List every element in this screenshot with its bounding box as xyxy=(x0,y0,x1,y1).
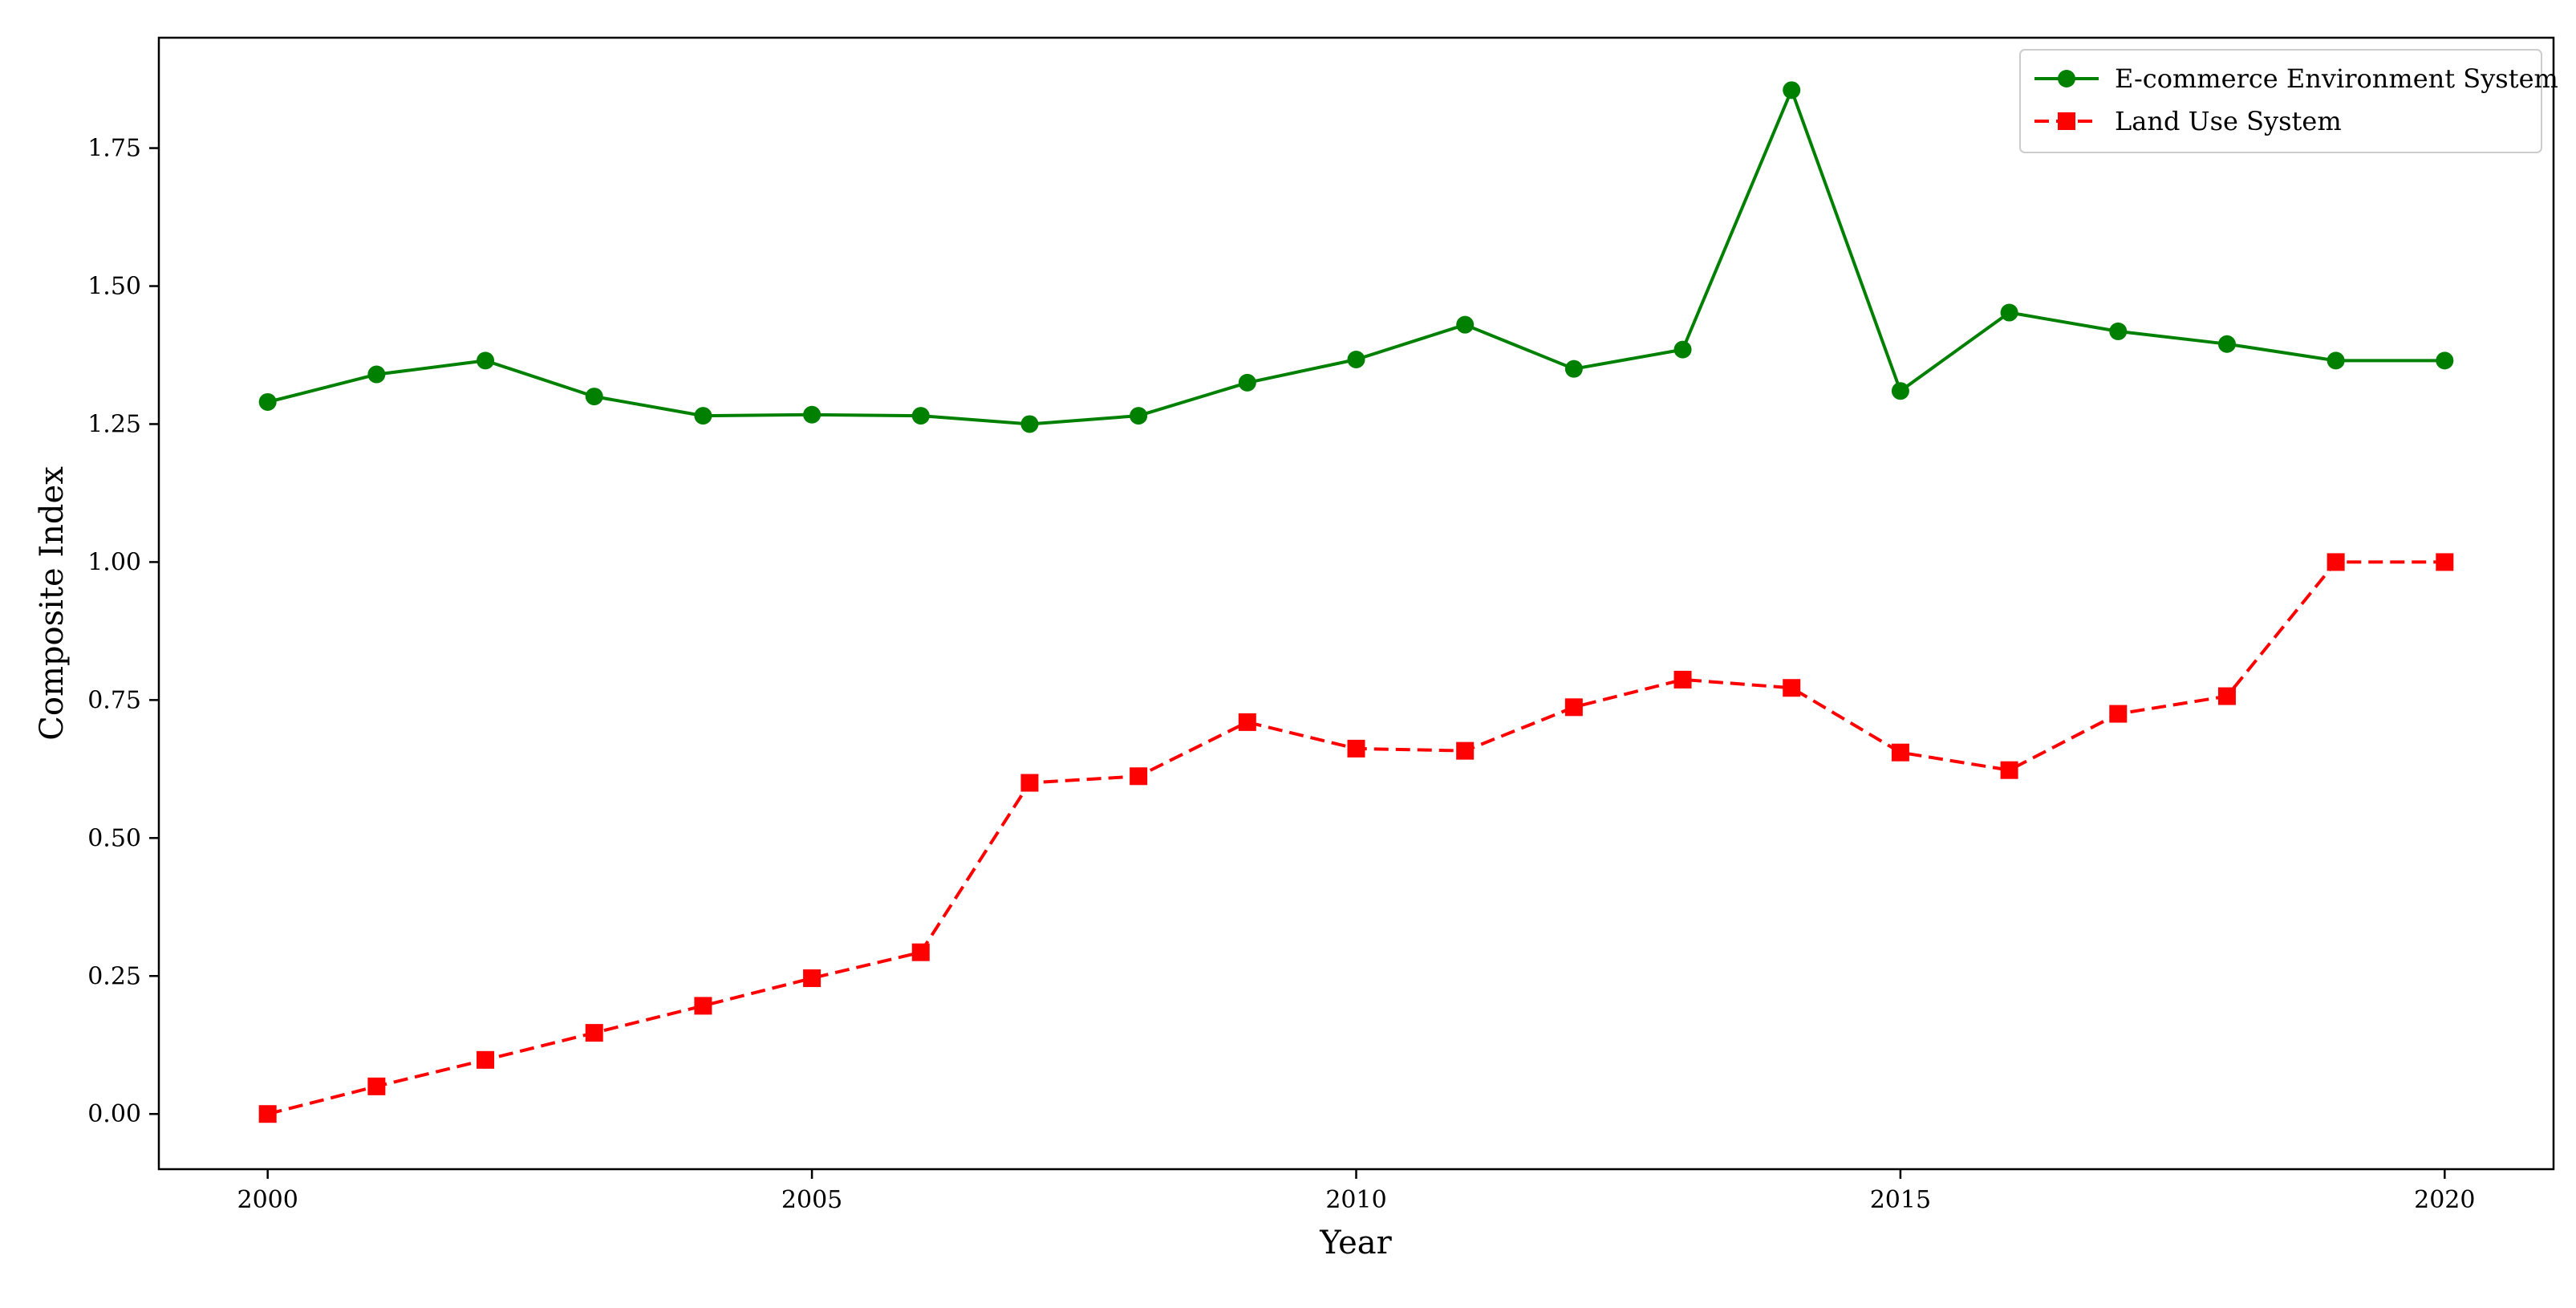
y-tick-label: 1.75 xyxy=(87,135,141,163)
data-point xyxy=(1564,698,1583,717)
data-point xyxy=(1673,670,1692,689)
x-tick-label: 2020 xyxy=(2414,1186,2475,1214)
data-point xyxy=(2000,303,2018,322)
data-point xyxy=(258,392,277,411)
y-tick-label: 0.00 xyxy=(87,1100,141,1128)
data-point xyxy=(1020,415,1039,433)
data-point xyxy=(2109,705,2128,723)
data-point xyxy=(1783,679,1801,697)
y-tick-label: 0.50 xyxy=(87,824,141,852)
data-point xyxy=(585,1024,603,1042)
legend-label: E-commerce Environment System xyxy=(2115,63,2558,94)
data-point xyxy=(803,969,821,988)
data-point xyxy=(477,1050,495,1069)
x-axis-label: Year xyxy=(1319,1225,1392,1261)
x-tick-label: 2015 xyxy=(1870,1186,1931,1214)
data-point xyxy=(2217,687,2236,705)
x-axis: 2000 2005 2010 2015 2020 xyxy=(237,1169,2475,1214)
y-tick-label: 1.00 xyxy=(87,548,141,576)
data-point xyxy=(2217,335,2236,353)
data-point xyxy=(367,1077,386,1095)
data-point xyxy=(1238,713,1256,731)
data-point xyxy=(2109,322,2128,340)
data-point xyxy=(1238,373,1256,392)
data-point xyxy=(2000,761,2018,779)
data-point xyxy=(1783,81,1801,100)
data-point xyxy=(911,407,930,425)
data-point xyxy=(1564,359,1583,378)
data-point xyxy=(1891,382,1909,400)
y-tick-label: 1.50 xyxy=(87,273,141,301)
data-point xyxy=(585,388,603,406)
legend-marker xyxy=(2058,70,2075,87)
data-point xyxy=(2436,553,2454,571)
data-point xyxy=(2436,351,2454,370)
data-point xyxy=(1020,774,1039,792)
x-tick-label: 2000 xyxy=(237,1186,298,1214)
legend: E-commerce Environment System Land Use Sy… xyxy=(2019,49,2558,153)
data-point xyxy=(803,405,821,424)
data-point xyxy=(367,365,386,384)
series-layer xyxy=(258,81,2454,1123)
data-point xyxy=(258,1105,277,1123)
y-axis-label: Composite Index xyxy=(34,466,71,741)
y-tick-label: 1.25 xyxy=(87,410,141,438)
legend-marker xyxy=(2058,112,2075,130)
data-point xyxy=(694,997,712,1015)
data-point xyxy=(1673,340,1692,359)
data-point xyxy=(694,407,712,425)
data-point xyxy=(1347,739,1365,758)
data-point xyxy=(1130,767,1148,786)
data-point xyxy=(1456,741,1475,760)
data-point xyxy=(1347,350,1365,368)
data-point xyxy=(477,351,495,370)
y-axis: 0.00 0.25 0.50 0.75 1.00 1.25 1.50 1.75 xyxy=(87,135,159,1128)
y-tick-label: 0.75 xyxy=(87,686,141,714)
data-point xyxy=(2327,351,2345,370)
x-tick-label: 2005 xyxy=(781,1186,842,1214)
data-point xyxy=(1456,315,1475,334)
data-point xyxy=(1130,407,1148,425)
legend-label: Land Use System xyxy=(2115,106,2342,136)
y-tick-label: 0.25 xyxy=(87,962,141,990)
x-tick-label: 2010 xyxy=(1325,1186,1386,1214)
data-point xyxy=(1891,743,1909,762)
data-point xyxy=(911,943,930,961)
legend-frame xyxy=(2019,49,2542,153)
data-point xyxy=(2327,553,2345,571)
